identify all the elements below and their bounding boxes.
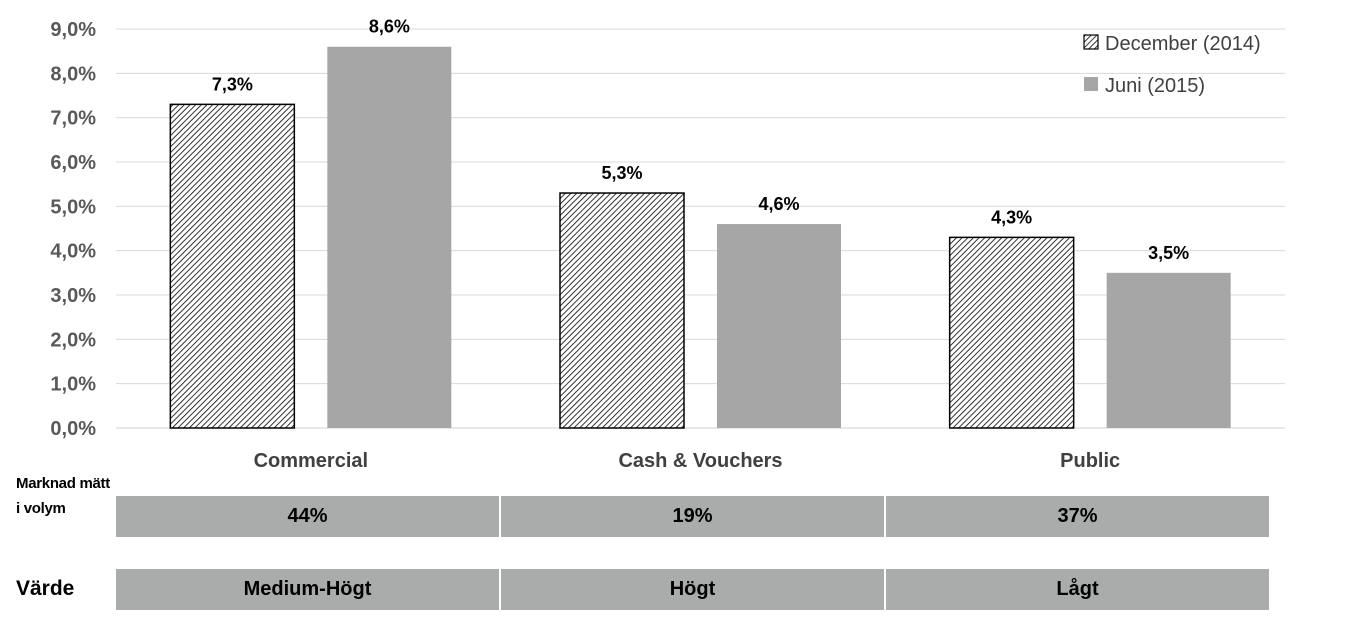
y-tick-label: 8,0% — [50, 63, 96, 85]
y-tick-label: 0,0% — [50, 418, 96, 440]
data-label: 7,3% — [212, 74, 253, 94]
bar — [169, 103, 296, 429]
legend-label: Juni (2015) — [1105, 75, 1205, 97]
category-label: Cash & Vouchers — [618, 450, 782, 472]
y-tick-label: 4,0% — [50, 241, 96, 263]
bars — [169, 46, 1231, 429]
y-tick-label: 7,0% — [50, 108, 96, 130]
x-axis-categories: Commercial Cash & Vouchers Public — [254, 450, 1121, 472]
value-row-label: Värde — [16, 577, 75, 600]
bar — [327, 46, 452, 428]
data-label: 3,5% — [1148, 243, 1189, 263]
legend-swatch — [1084, 77, 1098, 91]
category-label: Public — [1060, 450, 1120, 472]
y-tick-label: 2,0% — [50, 329, 96, 351]
volume-row-label: Marknad mätt i volym — [16, 475, 110, 517]
data-labels: 7,3% 8,6% 5,3% 4,6% 4,3% 3,5% — [212, 17, 1189, 263]
volume-cell-commercial: 44% — [116, 496, 499, 537]
y-tick-label: 9,0% — [50, 19, 96, 41]
value-row: Medium-Högt Högt Lågt — [116, 569, 1269, 610]
volume-row: 44% 19% 37% — [116, 496, 1269, 537]
value-cell-public: Lågt — [884, 569, 1269, 610]
data-label: 5,3% — [601, 163, 642, 183]
y-tick-label: 1,0% — [50, 374, 96, 396]
y-tick-label: 3,0% — [50, 285, 96, 307]
legend: December (2014) Juni (2015) — [1083, 33, 1261, 97]
data-label: 4,3% — [991, 207, 1032, 227]
value-cell-commercial: Medium-Högt — [116, 569, 499, 610]
y-tick-label: 5,0% — [50, 196, 96, 218]
gridlines — [116, 28, 1285, 429]
volume-cell-public: 37% — [884, 496, 1269, 537]
y-tick-label: 6,0% — [50, 152, 96, 174]
bar — [559, 192, 685, 429]
data-label: 8,6% — [369, 17, 410, 37]
bar — [717, 224, 841, 428]
category-label: Commercial — [254, 450, 369, 472]
legend-label: December (2014) — [1105, 33, 1261, 55]
value-cell-cash-vouchers: Högt — [499, 569, 884, 610]
bar — [948, 236, 1075, 429]
volume-cell-cash-vouchers: 19% — [499, 496, 884, 537]
y-axis-ticks: 0,0% 1,0% 2,0% 3,0% 4,0% 5,0% 6,0% 7,0% 8,0% 9,0% — [50, 19, 96, 440]
legend-swatch — [1083, 34, 1099, 50]
data-label: 4,6% — [758, 194, 799, 214]
bar — [1106, 272, 1231, 428]
